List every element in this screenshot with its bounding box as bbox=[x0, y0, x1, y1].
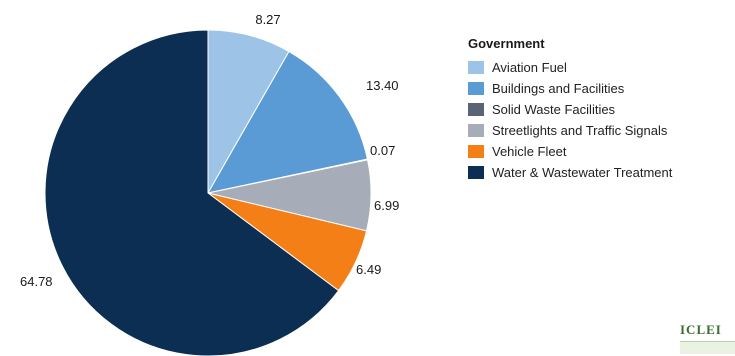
slice-value-label: 13.40 bbox=[366, 78, 399, 93]
pie-slice-6 bbox=[44, 29, 340, 356]
legend-swatch bbox=[468, 124, 484, 137]
pie-slice-2 bbox=[207, 50, 369, 194]
slice-value-label: 64.78 bbox=[20, 274, 53, 289]
legend-swatch bbox=[468, 145, 484, 158]
slice-value-label: 0.07 bbox=[370, 143, 395, 158]
logo-banner bbox=[680, 341, 735, 354]
iclei-logo: ICLEI bbox=[680, 322, 735, 356]
legend-label: Aviation Fuel bbox=[492, 60, 567, 75]
legend-label: Solid Waste Facilities bbox=[492, 102, 616, 117]
slice-value-label: 8.27 bbox=[255, 12, 280, 27]
legend-item: Water & Wastewater Treatment bbox=[468, 162, 672, 183]
legend-item: Streetlights and Traffic Signals bbox=[468, 120, 672, 141]
legend-label: Streetlights and Traffic Signals bbox=[492, 123, 668, 138]
legend-label: Vehicle Fleet bbox=[492, 144, 567, 159]
slice-value-label: 6.49 bbox=[356, 262, 381, 277]
legend-item: Buildings and Facilities bbox=[468, 78, 672, 99]
legend-label: Water & Wastewater Treatment bbox=[492, 165, 673, 180]
legend-swatch bbox=[468, 166, 484, 179]
legend-title: Government bbox=[468, 36, 545, 51]
legend-item: Aviation Fuel bbox=[468, 57, 672, 78]
logo-text: ICLEI bbox=[680, 322, 722, 337]
legend-item: Solid Waste Facilities bbox=[468, 99, 672, 120]
legend-swatch bbox=[468, 61, 484, 74]
slice-value-label: 6.99 bbox=[374, 198, 399, 213]
legend-item: Vehicle Fleet bbox=[468, 141, 672, 162]
legend: Government Aviation Fuel Buildings and Fa… bbox=[468, 36, 672, 183]
legend-swatch bbox=[468, 103, 484, 116]
legend-label: Buildings and Facilities bbox=[492, 81, 625, 96]
legend-swatch bbox=[468, 82, 484, 95]
